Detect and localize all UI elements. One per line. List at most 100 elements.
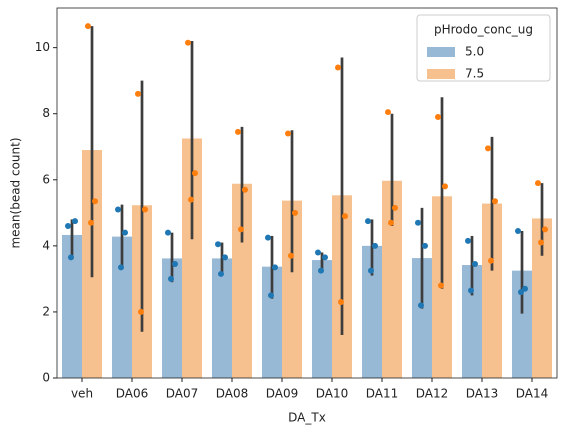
data-point xyxy=(92,198,98,205)
y-axis-label: mean(bead count) xyxy=(9,137,23,248)
bar xyxy=(282,200,302,378)
y-tick-label: 4 xyxy=(42,238,50,252)
data-point xyxy=(342,213,348,220)
legend-swatch xyxy=(427,47,455,57)
bar xyxy=(412,258,432,378)
data-point xyxy=(215,241,221,248)
data-point xyxy=(168,275,174,282)
data-point xyxy=(135,90,141,97)
data-point xyxy=(488,257,494,264)
data-point xyxy=(442,183,448,190)
data-point xyxy=(522,285,528,292)
data-point xyxy=(518,289,524,296)
data-point xyxy=(138,308,144,315)
bar xyxy=(512,270,532,378)
data-point xyxy=(172,261,178,268)
x-tick-label: veh xyxy=(71,387,93,401)
data-point xyxy=(338,299,344,306)
data-point xyxy=(392,204,398,211)
bar xyxy=(62,234,82,378)
x-tick-label: DA07 xyxy=(166,387,199,401)
data-point xyxy=(465,237,471,244)
data-point xyxy=(188,196,194,203)
data-point xyxy=(285,130,291,137)
axes-frame xyxy=(56,7,558,379)
data-point xyxy=(292,209,298,216)
data-point xyxy=(242,186,248,193)
data-point xyxy=(415,219,421,226)
x-tick-label: DA14 xyxy=(516,387,549,401)
data-point xyxy=(238,226,244,233)
data-point xyxy=(235,128,241,135)
data-point xyxy=(192,170,198,177)
y-tick-label: 2 xyxy=(42,304,50,318)
y-tick-label: 8 xyxy=(42,106,50,120)
bar xyxy=(212,258,232,378)
data-point xyxy=(435,114,441,121)
data-point xyxy=(365,218,371,225)
data-point xyxy=(318,267,324,274)
data-point xyxy=(438,282,444,289)
data-point xyxy=(122,229,128,236)
data-point xyxy=(322,254,328,261)
bar xyxy=(232,183,252,378)
data-point xyxy=(185,39,191,46)
legend-label: 7.5 xyxy=(465,67,484,81)
data-point xyxy=(118,264,124,271)
bar xyxy=(112,236,132,378)
data-point xyxy=(88,219,94,226)
data-point xyxy=(85,23,91,30)
data-point xyxy=(472,261,478,268)
data-point xyxy=(68,254,74,261)
data-point xyxy=(368,267,374,274)
x-tick-label: DA09 xyxy=(266,387,299,401)
legend-label: 5.0 xyxy=(465,45,484,59)
data-point xyxy=(265,234,271,241)
data-point xyxy=(538,239,544,246)
x-tick-label: DA10 xyxy=(316,387,349,401)
data-point xyxy=(335,64,341,71)
data-point xyxy=(372,242,378,249)
x-tick-label: DA13 xyxy=(466,387,499,401)
data-point xyxy=(288,252,294,259)
data-point xyxy=(142,206,148,213)
data-point xyxy=(115,206,121,213)
x-tick-label: DA06 xyxy=(116,387,149,401)
data-point xyxy=(418,302,424,309)
data-point xyxy=(485,145,491,152)
x-axis-label: DA_Tx xyxy=(288,411,326,425)
data-point xyxy=(542,226,548,233)
bar xyxy=(312,260,332,378)
legend-title: pHrodo_conc_ug xyxy=(434,23,533,37)
bar xyxy=(462,265,482,378)
legend-box xyxy=(416,14,551,82)
x-tick-label: DA08 xyxy=(216,387,249,401)
bar xyxy=(362,245,382,378)
data-point xyxy=(315,249,321,256)
data-point xyxy=(468,287,474,294)
data-point xyxy=(515,227,521,234)
bar xyxy=(382,180,402,378)
data-point xyxy=(268,292,274,299)
y-tick-label: 6 xyxy=(42,172,50,186)
data-point xyxy=(72,218,78,225)
bar xyxy=(482,203,502,378)
data-point xyxy=(272,264,278,271)
bar xyxy=(262,266,282,378)
bar xyxy=(162,258,182,378)
data-point xyxy=(388,219,394,226)
data-point xyxy=(422,242,428,249)
data-point xyxy=(385,109,391,116)
y-tick-label: 0 xyxy=(42,371,50,385)
legend-swatch xyxy=(427,69,455,79)
x-tick-label: DA12 xyxy=(416,387,449,401)
bar xyxy=(532,218,552,378)
data-point xyxy=(218,270,224,277)
data-point xyxy=(535,180,541,187)
bar xyxy=(182,138,202,378)
y-tick-label: 10 xyxy=(35,40,50,54)
data-point xyxy=(492,198,498,205)
data-point xyxy=(65,223,71,230)
data-point xyxy=(222,254,228,261)
